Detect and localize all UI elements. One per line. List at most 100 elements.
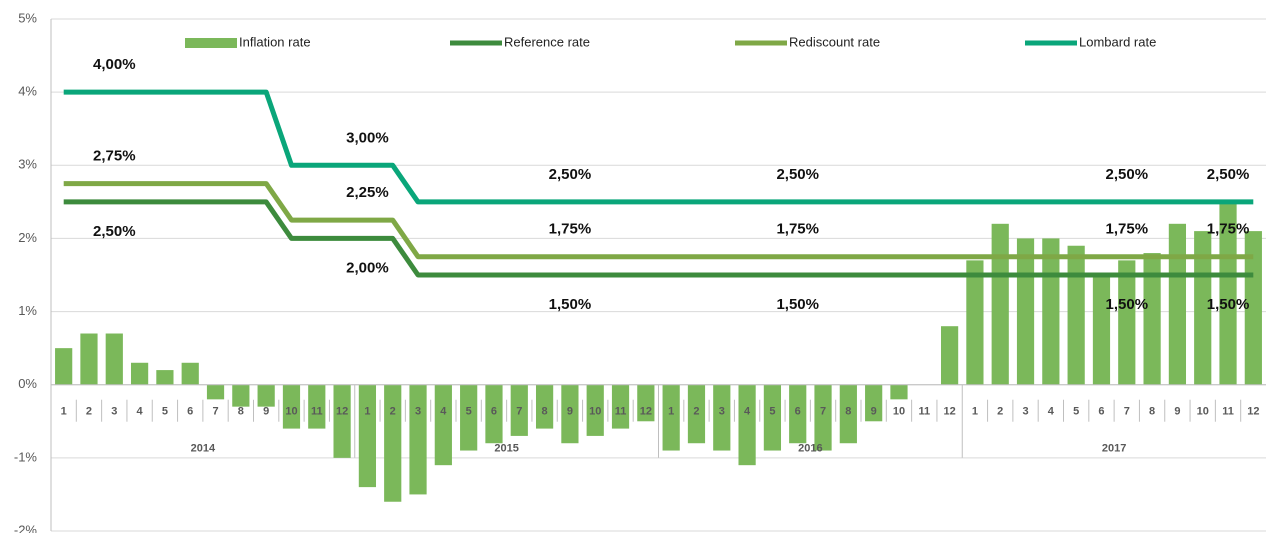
data-label: 1,50% (549, 296, 592, 313)
year-label: 2015 (494, 443, 518, 455)
bar (358, 384, 377, 488)
data-label: 2,25% (346, 184, 389, 201)
x-tick-label: 4 (137, 406, 144, 418)
x-tick-label: 8 (238, 406, 244, 418)
legend-label: Rediscount rate (789, 34, 880, 49)
legend-swatch (185, 38, 237, 48)
data-label: 1,75% (1207, 221, 1250, 238)
x-tick-label: 7 (516, 406, 522, 418)
bar (662, 384, 680, 451)
bar (232, 384, 250, 407)
bar (257, 384, 275, 407)
x-tick-label: 9 (1174, 406, 1180, 418)
bar (1219, 201, 1237, 385)
bar (814, 384, 832, 451)
bar (687, 384, 706, 444)
x-tick-label: 2 (86, 406, 92, 418)
x-tick-label: 7 (212, 406, 218, 418)
x-tick-label: 1 (61, 406, 67, 418)
y-tick-label: -2% (14, 522, 38, 533)
bar (966, 260, 984, 385)
data-label: 4,00% (93, 56, 136, 73)
x-tick-label: 5 (1073, 406, 1079, 418)
x-tick-label: 1 (364, 406, 370, 418)
x-tick-label: 9 (871, 406, 877, 418)
bar (333, 384, 351, 458)
x-tick-label: 10 (1197, 406, 1209, 418)
bar (865, 384, 883, 422)
x-tick-label: 6 (795, 406, 801, 418)
legend-label: Inflation rate (239, 34, 311, 49)
bar (890, 384, 908, 400)
x-tick-label: 1 (972, 406, 978, 418)
bar (1143, 253, 1161, 385)
y-tick-label: -1% (14, 449, 38, 464)
x-tick-label: 7 (820, 406, 826, 418)
x-tick-label: 3 (415, 406, 421, 418)
x-tick-label: 1 (668, 406, 674, 418)
bar (637, 384, 655, 422)
rate-line (63, 199, 1254, 278)
bar (1067, 245, 1085, 385)
x-tick-label: 5 (769, 406, 775, 418)
data-label: 2,00% (346, 259, 389, 276)
x-tick-label: 4 (744, 406, 751, 418)
x-tick-label: 10 (285, 406, 297, 418)
x-tick-label: 12 (943, 406, 955, 418)
bar (1244, 231, 1262, 385)
x-tick-label: 7 (1124, 406, 1130, 418)
x-tick-label: 4 (440, 406, 447, 418)
data-label: 2,50% (1106, 166, 1149, 183)
x-tick-label: 12 (1247, 406, 1259, 418)
bar (105, 333, 123, 385)
x-tick-label: 6 (1098, 406, 1104, 418)
data-label: 1,50% (776, 296, 819, 313)
data-label: 1,75% (549, 221, 592, 238)
x-tick-label: 11 (311, 406, 323, 418)
x-tick-label: 2 (997, 406, 1003, 418)
rate-line (63, 89, 1254, 205)
data-label: 2,50% (1207, 166, 1250, 183)
bar (611, 384, 630, 429)
bar (206, 384, 225, 400)
x-tick-label: 11 (615, 406, 627, 418)
x-tick-label: 8 (542, 406, 548, 418)
data-label: 2,75% (93, 148, 136, 165)
bar (789, 384, 807, 444)
x-tick-label: 11 (918, 406, 930, 418)
bar (561, 384, 579, 444)
bar (839, 384, 857, 444)
year-label: 2016 (798, 443, 822, 455)
x-tick-label: 3 (111, 406, 117, 418)
x-tick-label: 10 (893, 406, 905, 418)
bar (1118, 260, 1136, 385)
x-tick-label: 8 (1149, 406, 1155, 418)
x-tick-label: 11 (1222, 406, 1234, 418)
x-tick-label: 8 (845, 406, 851, 418)
x-tick-label: 5 (162, 406, 168, 418)
x-tick-label: 10 (589, 406, 601, 418)
data-label: 1,75% (776, 221, 819, 238)
x-tick-label: 3 (719, 406, 725, 418)
bar (460, 384, 478, 451)
bar (80, 333, 98, 385)
legend-label: Reference rate (504, 34, 590, 49)
data-label: 1,75% (1106, 221, 1149, 238)
rate-line (63, 181, 1254, 260)
data-label: 2,50% (549, 166, 592, 183)
x-tick-label: 3 (1022, 406, 1028, 418)
data-label: 1,50% (1207, 296, 1250, 313)
x-tick-label: 6 (491, 406, 497, 418)
x-tick-label: 4 (1048, 406, 1055, 418)
bar (434, 384, 452, 466)
bar (535, 384, 554, 429)
bar (940, 326, 959, 385)
bar (763, 384, 782, 451)
legend-label: Lombard rate (1079, 34, 1156, 49)
bar (384, 384, 402, 502)
bar (991, 223, 1009, 385)
bar (181, 362, 199, 385)
y-tick-label: 1% (18, 303, 37, 318)
bar (156, 370, 174, 385)
